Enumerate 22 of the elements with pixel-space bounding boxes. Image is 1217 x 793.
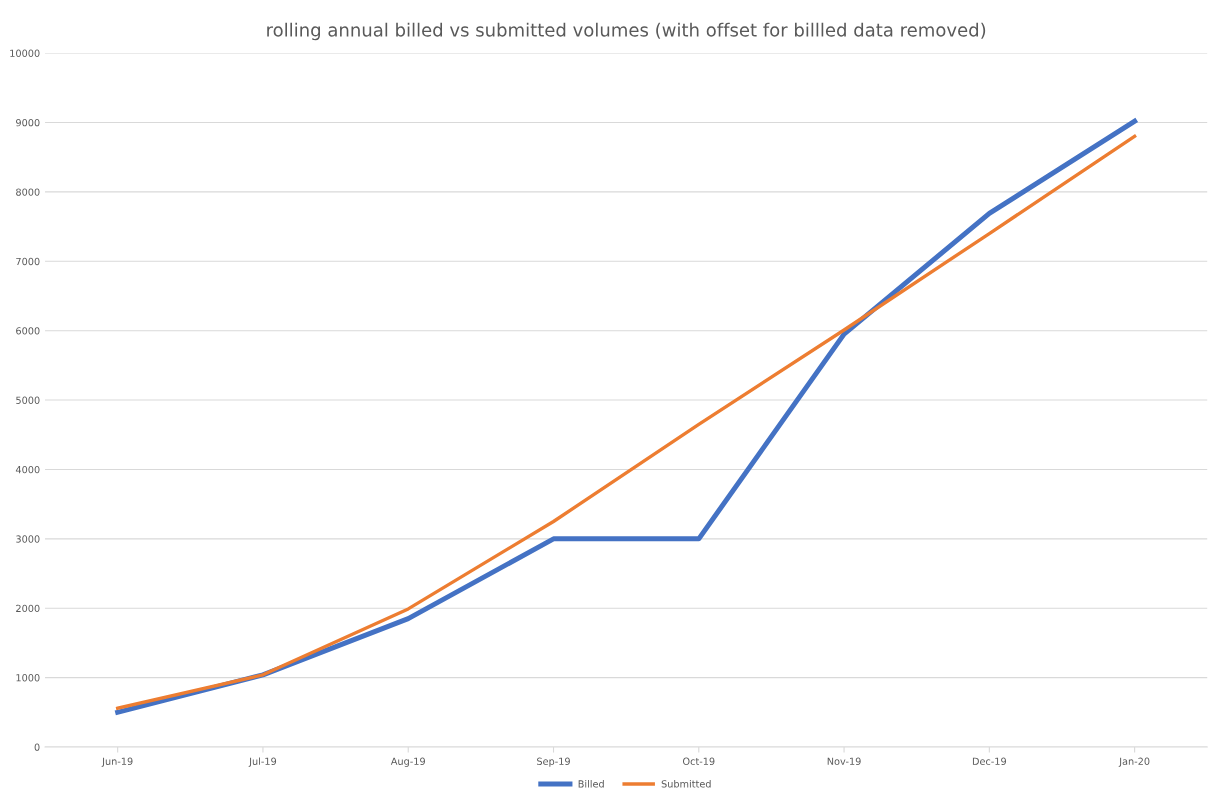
y-tick-label: 7000 bbox=[16, 257, 40, 266]
x-tick-label: Jul-19 bbox=[248, 757, 277, 767]
y-tick-label: 8000 bbox=[16, 188, 40, 196]
x-tick-label: Sep-19 bbox=[537, 757, 570, 767]
x-tick-label: Aug-19 bbox=[390, 757, 425, 767]
y-tick-label: 0 bbox=[34, 743, 40, 751]
y-tick-label: 2000 bbox=[16, 604, 40, 613]
y-tick-label: 3000 bbox=[16, 535, 40, 543]
y-tick-label: 4000 bbox=[15, 465, 40, 474]
x-tick-label: Dec-19 bbox=[972, 757, 1007, 765]
x-tick-label: Oct-19 bbox=[682, 757, 715, 765]
y-tick-label: 5000 bbox=[16, 396, 40, 404]
y-tick-label: 6000 bbox=[16, 327, 40, 335]
legend-label: Billed bbox=[578, 780, 604, 788]
x-tick-label: Jan-20 bbox=[1118, 757, 1150, 767]
x-tick-label: Jun-19 bbox=[101, 757, 133, 767]
y-tick-label: 10000 bbox=[10, 49, 40, 57]
y-tick-label: 9000 bbox=[16, 119, 40, 127]
legend-label: Submitted bbox=[661, 780, 711, 788]
chart-title: rolling annual billed vs submitted volumes (with offset for billled data removed) bbox=[267, 22, 986, 41]
x-tick-label: Nov-19 bbox=[827, 757, 861, 765]
y-tick-label: 1000 bbox=[16, 674, 40, 682]
